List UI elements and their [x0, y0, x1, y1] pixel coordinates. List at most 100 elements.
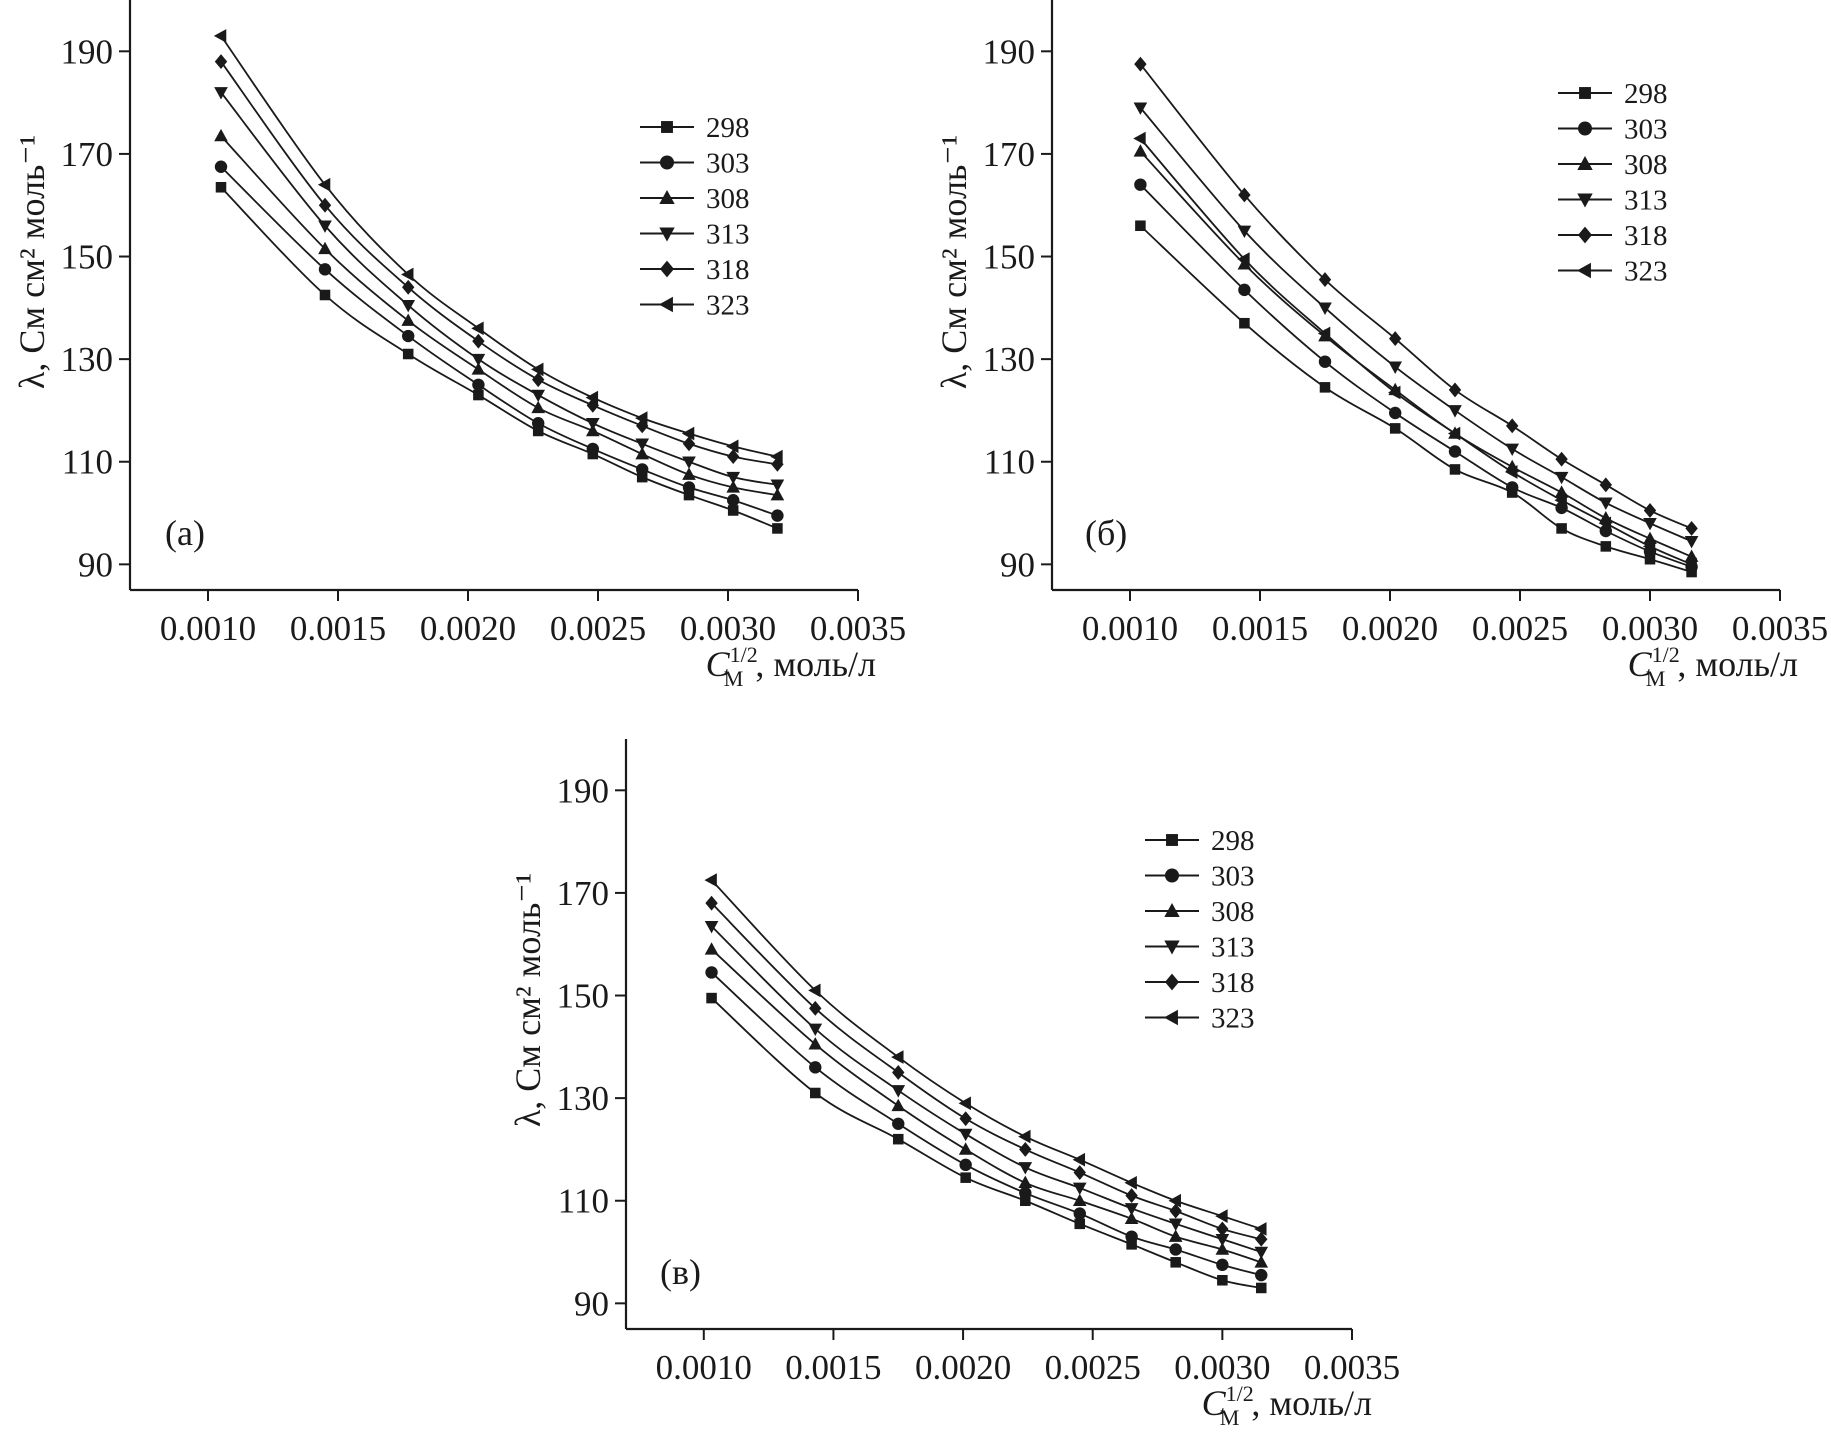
data-point — [401, 267, 414, 282]
data-point — [1133, 102, 1148, 115]
data-point — [318, 197, 332, 213]
legend-entry-313: 313 — [640, 219, 750, 251]
data-point — [532, 425, 544, 437]
data-point — [1124, 1203, 1139, 1216]
x-tick-label: 0.0025 — [1472, 609, 1568, 648]
data-point — [1019, 1141, 1032, 1157]
data-point — [1254, 1222, 1267, 1236]
legend-label: 298 — [1624, 78, 1668, 110]
data-point — [1238, 187, 1251, 203]
legend-label: 318 — [1624, 220, 1668, 252]
data-point — [770, 449, 783, 464]
series-298 — [1135, 220, 1697, 578]
data-point — [636, 471, 648, 483]
y-axis-title: λ, См см² моль⁻¹ — [508, 873, 548, 1127]
legend-marker — [1577, 193, 1593, 208]
legend-marker — [660, 260, 674, 278]
data-point — [318, 263, 332, 276]
data-point — [1133, 131, 1146, 146]
legend-label: 323 — [1211, 1003, 1255, 1035]
y-tick-label: 170 — [983, 135, 1036, 174]
x-tick-label: 0.0015 — [785, 1348, 881, 1387]
panel-label: (б) — [1085, 513, 1127, 553]
x-axis-title-subscript: M — [1646, 666, 1666, 691]
series-318 — [705, 895, 1268, 1247]
legend-label: 313 — [1624, 185, 1668, 217]
series-308 — [704, 942, 1269, 1268]
legend-entry-308: 308 — [1558, 149, 1668, 181]
data-point — [1133, 144, 1148, 157]
panel-3: 0.0010 0.0015 0.0020 0.0025 0.0030 0.0035 90 11… — [508, 739, 1400, 1430]
legend-marker — [1163, 1009, 1178, 1026]
data-point — [1318, 355, 1332, 368]
data-point — [726, 471, 741, 485]
data-point — [214, 128, 228, 142]
legend-label: 313 — [1211, 932, 1255, 964]
data-point — [958, 1096, 971, 1111]
data-point — [1018, 1129, 1031, 1144]
data-point — [1447, 426, 1461, 441]
legend-entry-323: 323 — [1558, 256, 1668, 288]
x-axis-title-subscript: M — [724, 666, 744, 691]
data-point — [1318, 302, 1332, 315]
series-313 — [704, 920, 1269, 1260]
data-point — [214, 160, 228, 173]
series-313 — [214, 87, 785, 492]
data-point — [1388, 361, 1403, 374]
data-point — [471, 362, 486, 375]
x-tick-label: 0.0030 — [680, 609, 776, 648]
y-tick-label: 190 — [557, 771, 610, 810]
data-point — [1073, 1165, 1086, 1180]
x-tick-label: 0.0015 — [290, 609, 386, 648]
data-point — [682, 467, 696, 480]
data-point — [531, 389, 546, 403]
data-point — [1506, 481, 1519, 494]
legend-entry-298: 298 — [640, 112, 750, 144]
legend-entry-303: 303 — [1558, 114, 1668, 146]
legend-label: 308 — [1624, 149, 1668, 181]
data-point — [770, 487, 785, 501]
series-323 — [704, 873, 1267, 1236]
data-point — [726, 480, 741, 493]
data-point — [1215, 1209, 1228, 1223]
data-point — [1216, 1221, 1229, 1237]
data-point — [1684, 535, 1699, 549]
data-point — [214, 87, 228, 100]
legend-label: 303 — [1624, 114, 1668, 146]
legend-marker — [1164, 940, 1180, 955]
data-point — [706, 992, 717, 1004]
data-point — [1134, 56, 1147, 72]
legend-label: 298 — [706, 112, 750, 144]
data-point — [772, 523, 783, 534]
data-point — [770, 479, 785, 492]
data-point — [727, 494, 740, 507]
data-point — [727, 505, 739, 516]
x-tick-label: 0.0010 — [160, 609, 256, 648]
data-point — [683, 489, 695, 501]
legend-marker — [1578, 121, 1592, 136]
data-point — [959, 1111, 972, 1127]
data-point — [1168, 1229, 1183, 1242]
y-tick-label: 90 — [574, 1284, 609, 1323]
data-point — [1506, 418, 1519, 434]
data-point — [1255, 1282, 1267, 1294]
x-axis-title-unit: , моль/л — [755, 644, 876, 684]
legend-label: 323 — [1624, 256, 1668, 288]
legend-entry-313: 313 — [1558, 185, 1668, 217]
y-axis-title: λ, См см² моль⁻¹ — [934, 135, 974, 389]
data-point — [771, 509, 784, 522]
x-axis-title-superscript: 1/2 — [730, 642, 758, 667]
data-point — [1599, 477, 1612, 493]
legend-marker — [659, 227, 675, 242]
legend-marker — [1165, 973, 1179, 991]
data-point — [1168, 1193, 1181, 1208]
legend-marker — [660, 155, 674, 170]
legend-label: 308 — [1211, 896, 1255, 928]
data-point — [1072, 1193, 1087, 1207]
data-point — [892, 1117, 905, 1130]
data-point — [318, 220, 332, 233]
x-tick-label: 0.0035 — [1732, 609, 1828, 648]
y-tick-label: 150 — [557, 977, 610, 1016]
legend-marker — [1579, 87, 1591, 99]
data-point — [215, 181, 227, 193]
